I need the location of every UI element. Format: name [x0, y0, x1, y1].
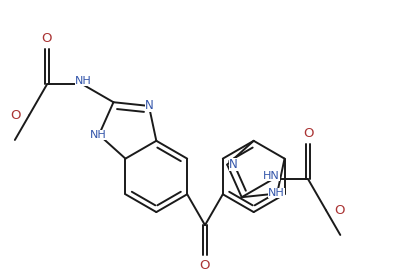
Text: N: N [229, 158, 237, 171]
Text: O: O [199, 259, 210, 272]
Text: O: O [42, 32, 52, 45]
Text: O: O [302, 127, 313, 140]
Text: NH: NH [75, 76, 92, 86]
Text: O: O [333, 204, 344, 217]
Text: N: N [144, 100, 153, 112]
Text: O: O [11, 109, 21, 122]
Text: HN: HN [263, 172, 279, 182]
Text: NH: NH [267, 188, 284, 198]
Text: NH: NH [90, 130, 106, 140]
